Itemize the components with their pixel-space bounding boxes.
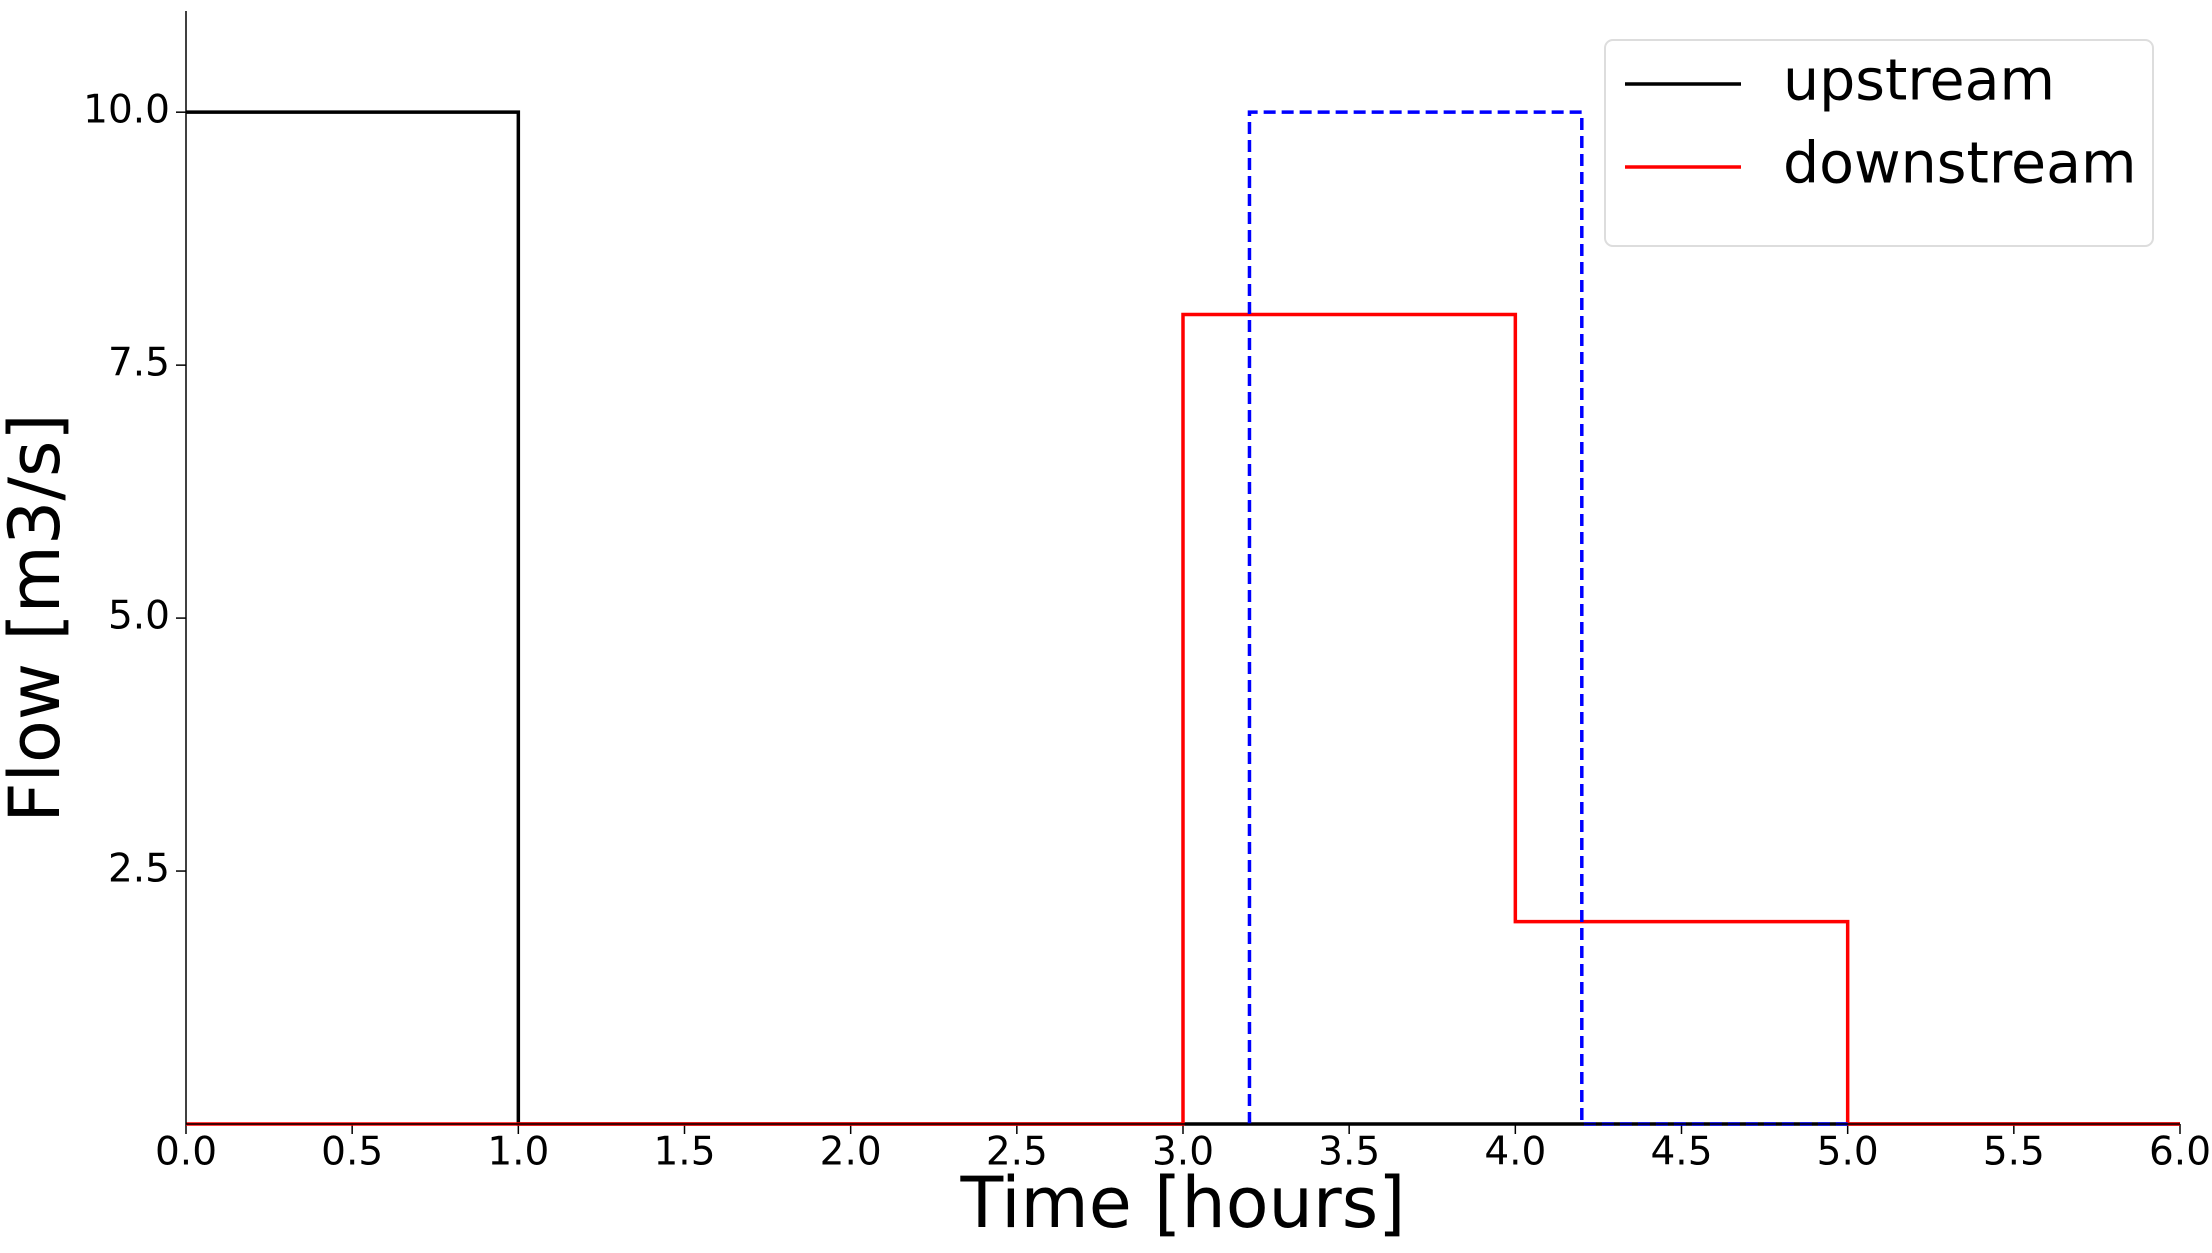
x-tick-label: 5.5	[1983, 1130, 2045, 1175]
y-tick-label: 5.0	[108, 594, 170, 639]
x-tick-label: 2.0	[820, 1130, 882, 1175]
y-tick-label: 10.0	[83, 88, 170, 133]
x-tick-label: 1.5	[653, 1130, 715, 1175]
y-tick-label: 7.5	[108, 341, 170, 386]
x-tick-label: 4.5	[1650, 1130, 1712, 1175]
y-tick-label: 2.5	[108, 847, 170, 892]
x-tick-label: 3.5	[1318, 1130, 1380, 1175]
x-tick-label: 3.0	[1152, 1130, 1214, 1175]
x-tick-label: 5.0	[1817, 1130, 1879, 1175]
x-tick-label: 2.5	[986, 1130, 1048, 1175]
legend-label: upstream	[1783, 48, 2055, 114]
series-line	[1247, 110, 1848, 1126]
series-line	[186, 312, 2180, 1126]
y-axis-label: Flow [m3/s]	[0, 413, 76, 822]
x-axis-label: Time [hours]	[960, 1162, 1406, 1244]
x-tick-label: 0.5	[321, 1130, 383, 1175]
x-tick-label: 0.0	[155, 1130, 217, 1175]
x-tick-label: 4.0	[1484, 1130, 1546, 1175]
x-tick-label: 1.0	[487, 1130, 549, 1175]
x-tick-label: 6.0	[2149, 1130, 2211, 1175]
legend-box	[1604, 39, 2154, 247]
legend-label: downstream	[1783, 131, 2137, 197]
